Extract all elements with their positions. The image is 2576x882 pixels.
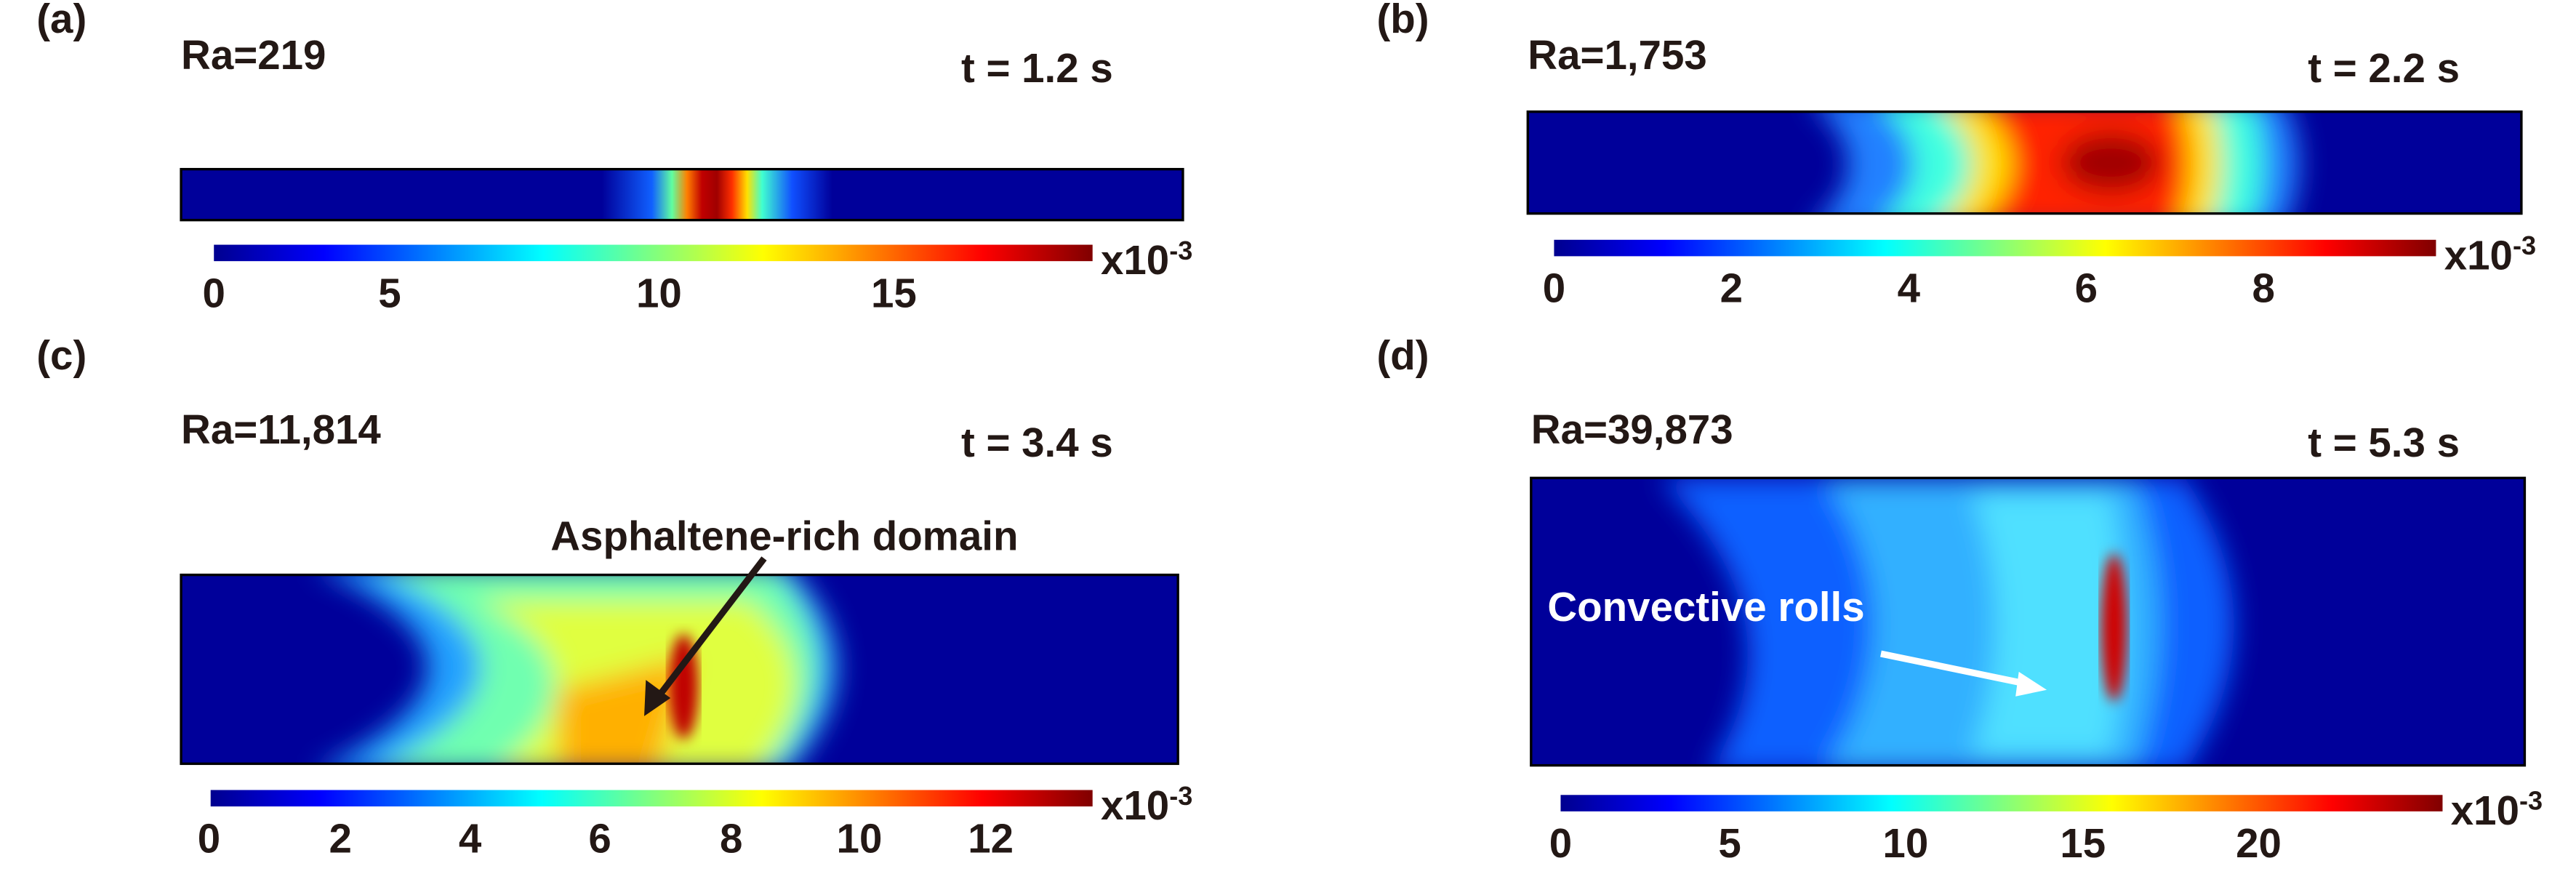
colorbar-unit: x10-3: [2451, 786, 2543, 833]
colorbar-multiplier: x10: [1101, 237, 1169, 283]
field-b: [1528, 111, 2521, 214]
colorbar-tick-label: 10: [837, 815, 883, 861]
colorbar-multiplier: x10: [1101, 782, 1169, 828]
field-a: [180, 167, 1184, 222]
panel-label: (d): [1376, 332, 1429, 378]
rayleigh-number: Ra=39,873: [1531, 406, 1733, 452]
field-b-frame: [1526, 110, 2523, 215]
colorbar-tick-label: 15: [2060, 820, 2106, 866]
colorbar-exponent: -3: [2519, 786, 2543, 816]
colorbar-tick-label: 2: [329, 815, 351, 861]
colorbar-unit: x10-3: [1101, 236, 1192, 283]
panel-label: (a): [36, 0, 87, 41]
time-label: t = 3.4 s: [961, 420, 1113, 465]
panel-label: (b): [1376, 0, 1429, 41]
colorbar-exponent: -3: [1169, 236, 1192, 265]
colorbar: [210, 790, 1093, 807]
field-c: [181, 574, 1179, 764]
fields: [180, 110, 2527, 767]
field-d: [1530, 478, 2525, 766]
colorbar-tick-label: 10: [1882, 820, 1928, 866]
time-label: t = 2.2 s: [2308, 45, 2460, 91]
colorbar-tick-label: 0: [198, 815, 220, 861]
colorbar-tick-label: 20: [2236, 820, 2282, 866]
colorbar-tick-label: 6: [2075, 265, 2098, 311]
arrow-c: [654, 556, 767, 700]
colorbar-tick-label: 5: [1718, 820, 1741, 866]
arrow-head: [2015, 671, 2047, 697]
rayleigh-number: Ra=1,753: [1528, 32, 1706, 78]
arrow-d: [1880, 650, 2025, 687]
annotation: Asphaltene-rich domain: [550, 513, 1018, 559]
panel-label: (c): [36, 332, 87, 378]
colorbar-multiplier: x10: [2451, 787, 2519, 833]
arrow-head: [644, 680, 671, 716]
colorbar: [1560, 795, 2443, 811]
colorbar-exponent: -3: [2513, 230, 2536, 260]
colorbar-tick-label: 6: [588, 815, 611, 861]
colorbar-tick-label: 12: [968, 815, 1014, 861]
colorbar-tick-label: 4: [1898, 265, 1921, 311]
colorbar-tick-label: 10: [636, 270, 682, 316]
colorbar-tick-label: 8: [2252, 265, 2275, 311]
colorbar-multiplier: x10: [2444, 232, 2513, 278]
colorbar-exponent: -3: [1169, 781, 1192, 811]
colorbar-unit: x10-3: [1101, 781, 1192, 828]
field-c-frame: [180, 573, 1179, 766]
colorbar-tick-label: 0: [1543, 265, 1565, 311]
colorbar-unit: x10-3: [2444, 230, 2536, 278]
colorbar-tick-label: 4: [459, 815, 482, 861]
colorbar: [1554, 239, 2436, 257]
rayleigh-number: Ra=11,814: [181, 406, 381, 452]
colorbar-tick-label: 5: [378, 270, 401, 316]
colorbar-tick-label: 2: [1720, 265, 1743, 311]
colorbar-tick-label: 0: [203, 270, 225, 316]
rayleigh-number: Ra=219: [181, 32, 326, 78]
time-label: t = 5.3 s: [2308, 420, 2460, 465]
colorbar-tick-label: 0: [1549, 820, 1572, 866]
colorbar-tick-label: 15: [871, 270, 917, 316]
field-d-frame: [1530, 476, 2527, 767]
annotation: Convective rolls: [1547, 584, 1864, 630]
colorbar: [214, 244, 1093, 262]
colorbar-tick-label: 8: [720, 815, 742, 861]
time-label: t = 1.2 s: [961, 45, 1113, 91]
